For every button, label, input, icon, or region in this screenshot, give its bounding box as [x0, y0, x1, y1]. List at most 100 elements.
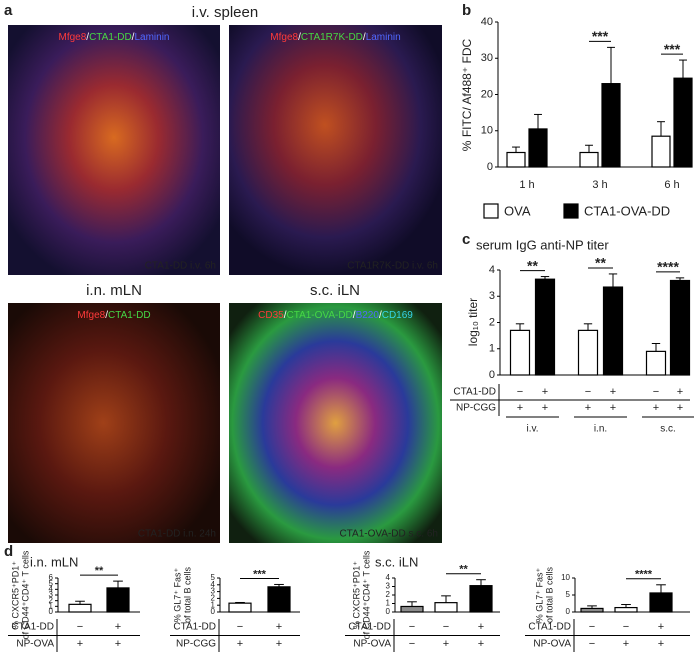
stain-name: Laminin [366, 32, 401, 43]
stain-name: B220 [356, 310, 380, 321]
stain-separator: / [298, 32, 301, 43]
stain-legend: Mfge8/CTA1-DD [77, 310, 150, 321]
micrograph [8, 25, 220, 275]
significance-label: ** [595, 255, 606, 271]
y-tick-label: 0 [211, 607, 216, 616]
row-value: + [677, 402, 683, 414]
bar [580, 607, 604, 613]
row-value: − [517, 386, 523, 398]
bar [267, 586, 291, 613]
legend-label: OVA [504, 203, 531, 218]
bar [649, 592, 673, 613]
row-value: − [653, 386, 659, 398]
row-value: + [585, 402, 591, 414]
row-value: + [276, 638, 282, 650]
row-value: + [623, 638, 629, 650]
micrograph [229, 25, 442, 275]
bar [669, 279, 691, 376]
x-tick-label: 3 h [592, 179, 607, 191]
stain-separator: / [363, 32, 366, 43]
panel-label: d [4, 543, 13, 560]
bar [469, 585, 493, 613]
y-tick-label: 30 [481, 52, 493, 64]
significance-label: *** [253, 568, 267, 580]
stain-name: CTA1-DD [89, 32, 132, 43]
row-value: + [517, 402, 523, 414]
y-tick-label: 5 [566, 590, 571, 599]
significance-label: ** [95, 565, 104, 577]
row-label: CTA1-DD [528, 622, 571, 633]
y-tick-label: 1 [211, 600, 216, 609]
significance-label: **** [635, 569, 653, 581]
y-tick-label: 0 [487, 161, 493, 173]
row-label: CTA1-DD [11, 622, 54, 633]
image-title: i.v. spleen [192, 4, 258, 21]
row-value: − [77, 621, 83, 633]
stain-name: CD35 [258, 310, 284, 321]
y-tick-label: 1 [49, 601, 54, 610]
row-value: − [237, 621, 243, 633]
y-tick-label: 3 [49, 590, 54, 599]
stain-name: Mfge8 [77, 310, 105, 321]
bar [400, 605, 424, 613]
significance-label: ** [459, 564, 468, 576]
bar [601, 83, 621, 168]
stain-name: Mfge8 [270, 32, 298, 43]
row-value: − [409, 638, 415, 650]
x-tick-label: 6 h [664, 179, 679, 191]
x-tick-label: 1 h [519, 179, 534, 191]
y-tick-label: 2 [489, 316, 495, 328]
row-value: + [77, 638, 83, 650]
image-caption: CTA1-DD i.v. 6h [145, 261, 216, 272]
row-value: + [542, 402, 548, 414]
row-label: NP-OVA [533, 639, 571, 650]
y-tick-label: 1 [489, 343, 495, 355]
legend-swatch [483, 203, 499, 219]
y-tick-label: 0 [386, 607, 391, 616]
bar [228, 602, 252, 613]
y-axis-label: of total B cells [544, 566, 554, 623]
image-caption: CTA1-DD i.n. 24h [138, 529, 216, 540]
row-value: + [115, 621, 121, 633]
row-value: − [589, 638, 595, 650]
panel-label: b [462, 2, 471, 19]
y-tick-label: 0 [49, 607, 54, 616]
y-axis-label: % GL7⁺ Fas⁺ [172, 567, 182, 622]
row-value: + [610, 402, 616, 414]
stain-legend: CD35/CTA1-OVA-DD/B220/CD169 [258, 310, 413, 321]
y-axis-label: of CD44⁺CD4⁺ T cells [361, 550, 371, 639]
bar [579, 151, 599, 168]
row-label: CTA1-DD [453, 387, 496, 398]
bar [602, 286, 624, 376]
row-value: + [443, 638, 449, 650]
panel-label: c [462, 231, 470, 248]
significance-label: **** [657, 259, 679, 275]
y-axis-label: % GL7⁺ Fas⁺ [534, 567, 544, 622]
row-value: + [653, 402, 659, 414]
chart-title: serum IgG anti-NP titer [476, 237, 609, 252]
y-tick-label: 4 [489, 264, 495, 276]
row-value: − [409, 621, 415, 633]
stain-separator: / [379, 310, 382, 321]
row-label: NP-OVA [353, 639, 391, 650]
bar [528, 128, 548, 168]
y-axis-label: of CD44⁺CD4⁺ T cells [20, 550, 30, 639]
y-tick-label: 20 [481, 88, 493, 100]
micrograph [229, 303, 442, 543]
y-tick-label: 3 [489, 290, 495, 302]
stain-name: CD169 [382, 310, 414, 321]
y-tick-label: 4 [49, 584, 54, 593]
legend-swatch [563, 203, 579, 219]
y-tick-label: 4 [211, 580, 216, 589]
bar [673, 77, 693, 168]
group-label: s.c. [660, 424, 676, 435]
row-value: + [478, 638, 484, 650]
bar [434, 602, 458, 613]
chart-title: i.n. mLN [30, 554, 78, 569]
y-axis-label: % CXCR5⁺PD1⁺ [10, 561, 20, 629]
y-tick-label: 3 [386, 582, 391, 591]
y-tick-label: 10 [481, 125, 493, 137]
row-value: + [658, 621, 664, 633]
